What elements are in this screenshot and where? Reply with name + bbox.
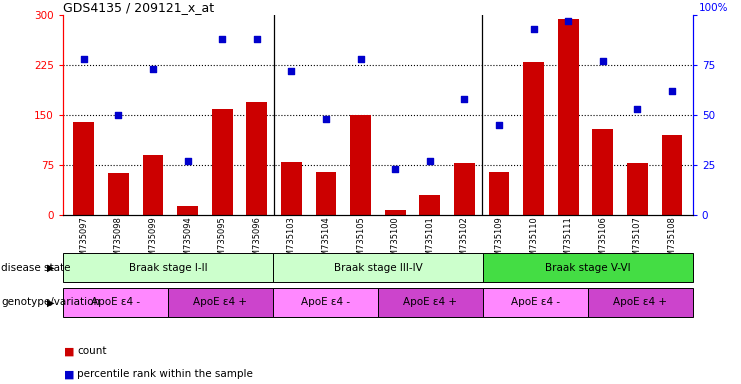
Bar xyxy=(273,253,483,282)
Bar xyxy=(385,210,405,215)
Bar xyxy=(316,172,336,215)
Point xyxy=(528,26,539,32)
Text: ▶: ▶ xyxy=(47,297,54,308)
Point xyxy=(216,36,228,42)
Text: GDS4135 / 209121_x_at: GDS4135 / 209121_x_at xyxy=(63,1,214,14)
Bar xyxy=(454,163,475,215)
Bar xyxy=(212,109,233,215)
Point xyxy=(182,158,193,164)
Text: genotype/variation: genotype/variation xyxy=(1,297,101,308)
Text: ■: ■ xyxy=(64,369,75,379)
Bar xyxy=(588,288,693,317)
Text: count: count xyxy=(77,346,107,356)
Text: Braak stage V-VI: Braak stage V-VI xyxy=(545,263,631,273)
Bar xyxy=(558,19,579,215)
Text: ApoE ε4 -: ApoE ε4 - xyxy=(91,297,140,308)
Point xyxy=(631,106,643,112)
Text: Braak stage I-II: Braak stage I-II xyxy=(129,263,207,273)
Bar xyxy=(177,206,198,215)
Point xyxy=(562,18,574,25)
Bar xyxy=(523,62,544,215)
Point xyxy=(424,158,436,164)
Point xyxy=(285,68,297,74)
Point xyxy=(251,36,263,42)
Bar xyxy=(247,102,268,215)
Point xyxy=(355,56,367,62)
Bar xyxy=(142,155,163,215)
Text: ▶: ▶ xyxy=(47,263,54,273)
Bar xyxy=(483,253,693,282)
Text: disease state: disease state xyxy=(1,263,71,273)
Bar xyxy=(350,115,371,215)
Bar xyxy=(593,129,614,215)
Bar xyxy=(662,135,682,215)
Bar xyxy=(488,172,509,215)
Point xyxy=(78,56,90,62)
Point xyxy=(459,96,471,102)
Point xyxy=(597,58,609,65)
Bar xyxy=(73,122,94,215)
Text: 100%: 100% xyxy=(699,3,728,13)
Text: ApoE ε4 -: ApoE ε4 - xyxy=(301,297,350,308)
Point xyxy=(320,116,332,122)
Text: ApoE ε4 +: ApoE ε4 + xyxy=(403,297,457,308)
Bar xyxy=(627,163,648,215)
Text: percentile rank within the sample: percentile rank within the sample xyxy=(77,369,253,379)
Point xyxy=(113,112,124,118)
Bar xyxy=(419,195,440,215)
Bar xyxy=(108,173,129,215)
Text: ApoE ε4 +: ApoE ε4 + xyxy=(193,297,247,308)
Bar xyxy=(378,288,483,317)
Point xyxy=(389,166,401,172)
Bar xyxy=(63,253,273,282)
Bar xyxy=(168,288,273,317)
Bar xyxy=(281,162,302,215)
Bar xyxy=(483,288,588,317)
Point xyxy=(493,122,505,128)
Point xyxy=(147,66,159,72)
Point xyxy=(666,88,678,94)
Text: Braak stage III-IV: Braak stage III-IV xyxy=(333,263,422,273)
Bar xyxy=(273,288,378,317)
Text: ApoE ε4 +: ApoE ε4 + xyxy=(614,297,668,308)
Bar xyxy=(63,288,168,317)
Text: ■: ■ xyxy=(64,346,75,356)
Text: ApoE ε4 -: ApoE ε4 - xyxy=(511,297,560,308)
